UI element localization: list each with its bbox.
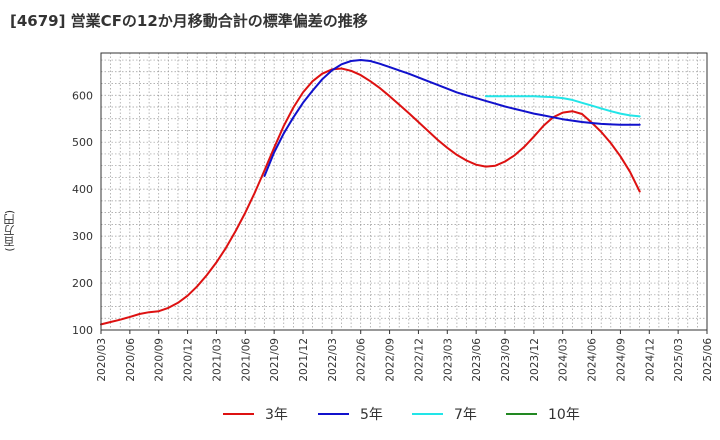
x-tick-label: 2022/06 — [356, 338, 368, 382]
x-tick-label: 2025/06 — [702, 338, 714, 382]
x-tick-label: 2025/03 — [673, 338, 685, 382]
x-tick-label: 2023/03 — [442, 338, 454, 382]
series-lines — [100, 59, 641, 326]
x-tick-label: 2022/12 — [413, 338, 425, 382]
series-line-5年 — [263, 59, 641, 177]
x-tick-label: 2021/12 — [298, 338, 310, 382]
series-line-7年 — [484, 95, 641, 118]
x-tick-label: 2022/03 — [327, 338, 339, 382]
grid — [101, 53, 707, 331]
x-tick-label: 2024/12 — [644, 338, 656, 382]
x-tick-label: 2024/09 — [615, 338, 627, 382]
y-tick-label: 200 — [72, 277, 93, 290]
x-tick-label: 2020/09 — [154, 338, 166, 382]
chart-title: [4679] 営業CFの12か月移動合計の標準偏差の推移 — [10, 12, 368, 30]
legend: 3年 5年 7年 10年 — [223, 407, 580, 423]
plot-frame — [100, 52, 708, 331]
y-tick-label: 100 — [72, 324, 93, 337]
x-tick-label: 2023/12 — [529, 338, 541, 382]
x-tick-label: 2024/03 — [558, 338, 570, 382]
x-tick-label: 2022/09 — [385, 338, 397, 382]
y-tick-label: 600 — [72, 89, 93, 102]
x-tick-label: 2021/09 — [269, 338, 281, 382]
x-axis: 2020/03 2020/06 2020/09 2020/12 2021/03 2021/… — [96, 330, 714, 382]
legend-label-7年: 7年 — [454, 407, 477, 423]
x-tick-label: 2024/06 — [587, 338, 599, 382]
x-tick-label: 2023/06 — [471, 338, 483, 382]
legend-label-3年: 3年 — [265, 407, 288, 423]
legend-label-5年: 5年 — [360, 407, 383, 423]
y-tick-label: 400 — [72, 183, 93, 196]
series-line-3年 — [100, 67, 641, 326]
y-tick-label: 300 — [72, 230, 93, 243]
x-tick-label: 2021/03 — [211, 338, 223, 382]
legend-label-10年: 10年 — [548, 407, 580, 423]
x-tick-label: 2020/03 — [96, 338, 108, 382]
x-tick-label: 2020/06 — [125, 338, 137, 382]
x-tick-label: 2020/12 — [183, 338, 195, 382]
x-tick-label: 2023/09 — [500, 338, 512, 382]
x-tick-label: 2021/06 — [240, 338, 252, 382]
y-axis: 100 200 300 400 500 600 — [72, 89, 93, 337]
y-tick-label: 500 — [72, 136, 93, 149]
